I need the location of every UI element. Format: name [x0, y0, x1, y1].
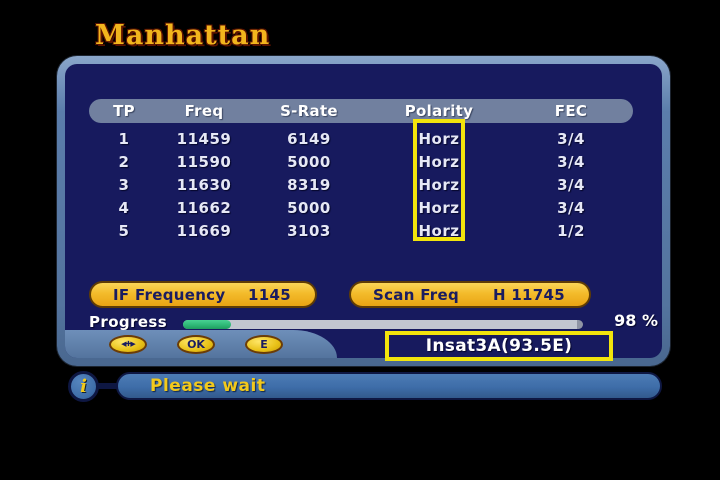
cell-tp: 3 — [118, 175, 130, 194]
info-icon: i — [68, 371, 99, 402]
cell-freq: 11459 — [176, 129, 232, 148]
cell-tp: 5 — [118, 221, 130, 240]
status-connector — [96, 383, 120, 389]
table-row: 4 11662 5000 Horz 3/4 — [89, 196, 633, 219]
nav-keys-icon[interactable]: ◀✚▶ — [109, 334, 147, 354]
cell-fec: 3/4 — [557, 198, 585, 217]
header-cell-srate: S-Rate — [280, 102, 338, 120]
satellite-name: Insat3A(93.5E) — [425, 336, 573, 356]
if-frequency-button[interactable]: IF Frequency 1145 — [89, 281, 317, 308]
scan-freq-value: H 11745 — [492, 285, 565, 304]
progress-bar — [183, 320, 583, 329]
exit-key-icon[interactable]: E — [245, 334, 283, 354]
cell-tp: 2 — [118, 152, 130, 171]
if-frequency-label: IF Frequency — [113, 285, 226, 304]
cell-freq: 11590 — [176, 152, 232, 171]
table-header: TP Freq S-Rate Polarity FEC — [89, 99, 633, 123]
cell-srate: 5000 — [287, 198, 331, 217]
table-row: 5 11669 3103 Horz 1/2 — [89, 219, 633, 242]
if-frequency-value: 1145 — [248, 285, 291, 304]
header-cell-polarity: Polarity — [404, 102, 474, 120]
satellite-highlight-box: Insat3A(93.5E) — [385, 331, 613, 361]
table-body: 1 11459 6149 Horz 3/4 2 11590 5000 Horz … — [89, 127, 633, 242]
header-cell-freq: Freq — [184, 102, 224, 120]
progress-label: Progress — [89, 313, 168, 331]
cell-fec: 3/4 — [557, 129, 585, 148]
scan-panel: TP Freq S-Rate Polarity FEC 1 11459 6149… — [57, 56, 670, 366]
cell-polarity: Horz — [418, 152, 460, 171]
header-cell-tp: TP — [113, 102, 135, 120]
scan-freq-button[interactable]: Scan Freq H 11745 — [349, 281, 591, 308]
info-icon-glyph: i — [80, 375, 87, 397]
progress-fill — [183, 320, 231, 329]
scan-panel-body: TP Freq S-Rate Polarity FEC 1 11459 6149… — [65, 64, 662, 361]
cell-srate: 3103 — [287, 221, 331, 240]
cell-freq: 11662 — [176, 198, 232, 217]
header-cell-fec: FEC — [554, 102, 588, 120]
status-message-bar: Please wait — [116, 372, 662, 400]
cell-fec: 3/4 — [557, 152, 585, 171]
cell-srate: 8319 — [287, 175, 331, 194]
table-row: 1 11459 6149 Horz 3/4 — [89, 127, 633, 150]
page-title: Manhattan — [95, 20, 271, 51]
cell-freq: 11630 — [176, 175, 232, 194]
cell-tp: 4 — [118, 198, 130, 217]
table-row: 2 11590 5000 Horz 3/4 — [89, 150, 633, 173]
cell-polarity: Horz — [418, 221, 460, 240]
cell-fec: 1/2 — [557, 221, 585, 240]
footer-hint-tab: ◀✚▶ OK E — [65, 330, 337, 358]
cell-srate: 5000 — [287, 152, 331, 171]
cell-srate: 6149 — [287, 129, 331, 148]
cell-polarity: Horz — [418, 175, 460, 194]
table-row: 3 11630 8319 Horz 3/4 — [89, 173, 633, 196]
cell-freq: 11669 — [176, 221, 232, 240]
cell-tp: 1 — [118, 129, 130, 148]
ok-key-icon[interactable]: OK — [177, 334, 215, 354]
cell-polarity: Horz — [418, 129, 460, 148]
status-message: Please wait — [150, 376, 266, 396]
cell-fec: 3/4 — [557, 175, 585, 194]
progress-percent: 98 % — [614, 311, 658, 330]
scan-freq-label: Scan Freq — [373, 285, 460, 304]
cell-polarity: Horz — [418, 198, 460, 217]
